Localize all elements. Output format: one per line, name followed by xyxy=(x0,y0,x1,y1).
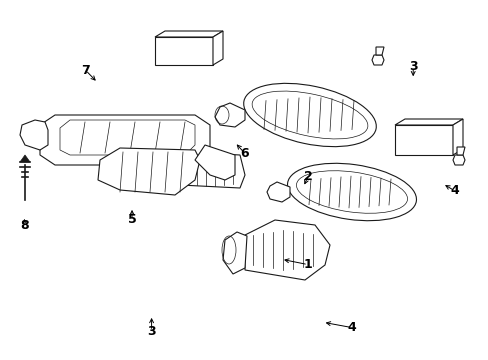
Text: 4: 4 xyxy=(347,321,356,334)
Polygon shape xyxy=(98,148,200,195)
Polygon shape xyxy=(394,125,452,155)
Polygon shape xyxy=(40,115,209,165)
Polygon shape xyxy=(266,182,289,202)
Text: 4: 4 xyxy=(449,184,458,197)
Polygon shape xyxy=(195,145,235,180)
Text: 5: 5 xyxy=(127,213,136,226)
Text: 3: 3 xyxy=(408,60,417,73)
Polygon shape xyxy=(215,103,244,127)
Text: 3: 3 xyxy=(147,325,156,338)
Polygon shape xyxy=(175,152,244,188)
Text: 8: 8 xyxy=(20,219,29,231)
Polygon shape xyxy=(371,55,383,65)
Polygon shape xyxy=(452,155,464,165)
Polygon shape xyxy=(244,220,329,280)
Polygon shape xyxy=(160,152,180,190)
Text: 1: 1 xyxy=(303,258,312,271)
Polygon shape xyxy=(375,47,383,55)
Polygon shape xyxy=(20,120,48,150)
Polygon shape xyxy=(155,31,223,37)
Polygon shape xyxy=(155,37,213,65)
Text: 6: 6 xyxy=(240,147,248,159)
Polygon shape xyxy=(394,119,462,125)
Polygon shape xyxy=(456,147,464,155)
Polygon shape xyxy=(213,31,223,65)
Polygon shape xyxy=(223,232,246,274)
Polygon shape xyxy=(20,155,30,162)
Text: 7: 7 xyxy=(81,64,90,77)
Polygon shape xyxy=(452,119,462,155)
Text: 2: 2 xyxy=(303,170,312,183)
Polygon shape xyxy=(60,120,195,155)
